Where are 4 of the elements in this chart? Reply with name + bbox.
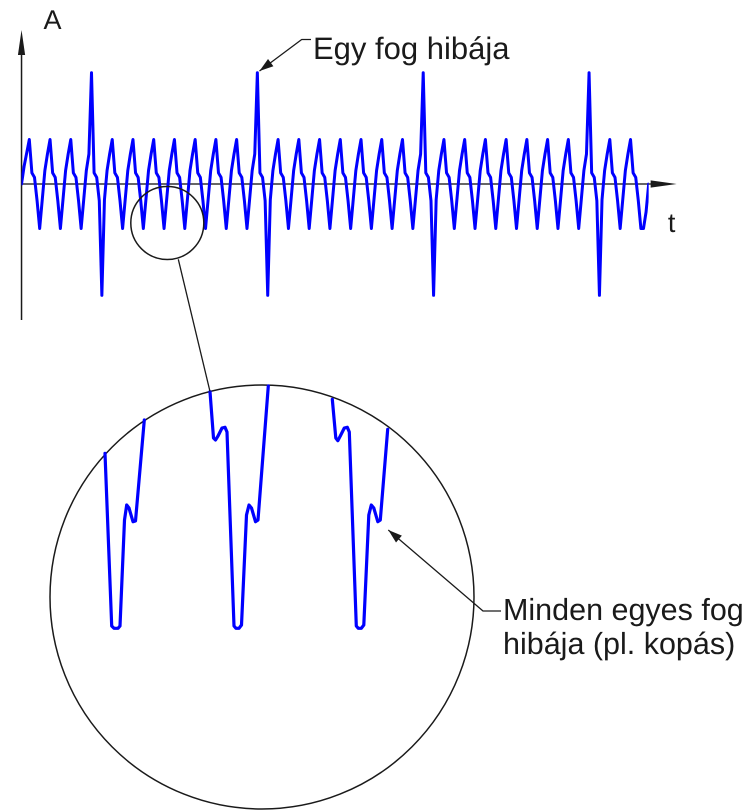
text: Minden egyes fog hibája (pl. kopás) [503,593,745,661]
y-axis-title: A [44,5,62,35]
text: Egy fog hibája [313,31,510,66]
x-axis-title: t [668,208,676,238]
